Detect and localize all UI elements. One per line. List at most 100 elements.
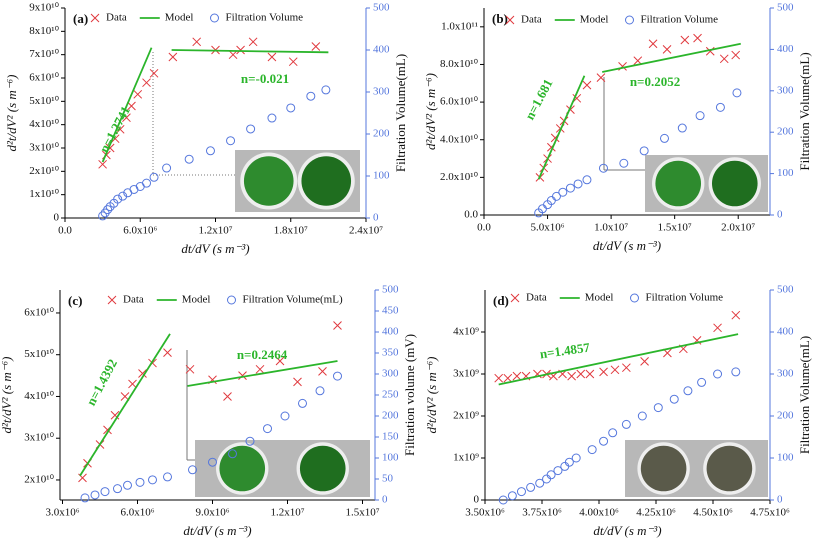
model-line xyxy=(101,47,153,163)
x-tick-label: 1.2x10⁷ xyxy=(198,225,232,237)
data-point xyxy=(163,348,172,357)
photo-sample xyxy=(219,445,266,492)
y-tick-label: 4x10¹⁰ xyxy=(29,118,59,130)
legend-label: Model xyxy=(182,294,211,306)
data-point xyxy=(333,321,342,330)
data-point xyxy=(293,377,302,387)
y2-tick-label: 100 xyxy=(777,167,794,179)
data-point xyxy=(576,369,586,379)
y-tick-label: 4x10¹⁰ xyxy=(24,390,54,402)
y-axis-label: d²t/dV² (s m⁻⁶) xyxy=(4,75,19,152)
data-point xyxy=(610,365,620,375)
legend-label: Model xyxy=(585,292,614,304)
x-tick-label: 5.0x10⁶ xyxy=(531,222,565,234)
x-axis-label: dt/dV (s m⁻³) xyxy=(593,523,661,538)
volume-point xyxy=(731,367,741,377)
volume-point xyxy=(298,398,307,408)
photo-sample xyxy=(711,160,758,207)
volume-point xyxy=(149,172,159,182)
data-point xyxy=(288,57,298,67)
volume-point xyxy=(267,113,277,123)
x-tick-label: 6.0x10⁶ xyxy=(120,507,154,519)
y-tick-label: 6x10¹⁰ xyxy=(24,306,54,318)
legend-swatch xyxy=(107,295,117,305)
volume-point xyxy=(564,457,574,467)
legend-swatch xyxy=(505,15,515,25)
y-tick-label: 2x10¹⁰ xyxy=(29,165,59,177)
x-axis-label: dt/dV (s m⁻³) xyxy=(183,523,251,538)
data-point xyxy=(168,52,178,62)
model-line xyxy=(498,333,739,386)
y2-tick-label: 400 xyxy=(382,326,399,338)
y2-tick-label: 400 xyxy=(777,326,794,338)
volume-point xyxy=(118,191,128,201)
data-point xyxy=(503,373,513,383)
data-point xyxy=(133,89,143,99)
volume-point xyxy=(113,484,122,494)
y-tick-label: 4x10⁹ xyxy=(453,326,479,338)
volume-point xyxy=(526,482,536,492)
y2-axis-label: Filtration volume (mV) xyxy=(402,334,417,456)
legend-swatch xyxy=(210,13,219,23)
y2-tick-label: 0 xyxy=(777,209,783,221)
legend-label: Filtration Volume xyxy=(226,12,304,24)
y-tick-label: 8x10¹⁰ xyxy=(29,25,59,37)
data-point xyxy=(192,37,202,47)
y2-tick-label: 0 xyxy=(382,494,388,506)
data-point xyxy=(122,113,131,123)
data-point xyxy=(238,371,247,380)
x-axis-label: dt/dV (s m⁻³) xyxy=(593,238,661,253)
volume-point xyxy=(621,419,631,429)
x-tick-label: 2.0x10⁷ xyxy=(721,222,755,234)
data-point xyxy=(223,392,232,401)
volume-point xyxy=(587,445,597,455)
annotation: n=1.2741 xyxy=(96,104,133,156)
volume-point xyxy=(599,436,609,446)
legend-swatch xyxy=(630,293,639,303)
y-tick-label: 2.0x10¹⁰ xyxy=(440,171,479,183)
panel-label: (d) xyxy=(493,293,509,308)
y-tick-label: 5x10¹⁰ xyxy=(24,348,54,360)
legend-label: Data xyxy=(521,14,542,26)
y2-tick-label: 100 xyxy=(777,452,794,464)
volume-point xyxy=(677,123,687,133)
volume-point xyxy=(582,175,592,185)
legend-label: Filtration Volume(mL) xyxy=(243,294,343,306)
y2-tick-label: 200 xyxy=(777,410,794,422)
volume-point xyxy=(228,449,237,459)
volume-point xyxy=(113,194,123,204)
volume-point xyxy=(573,179,583,189)
legend-swatch xyxy=(510,293,520,303)
data-point xyxy=(596,73,606,82)
data-point xyxy=(494,373,504,383)
photo-sample xyxy=(640,445,687,492)
x-tick-label: 6.0x10⁶ xyxy=(123,225,157,237)
data-point xyxy=(731,310,741,320)
annotation: n=1.4392 xyxy=(83,357,120,409)
x-tick-label: 4.25x10⁶ xyxy=(636,507,676,519)
volume-point xyxy=(619,158,629,168)
data-point xyxy=(142,78,151,88)
x-tick-label: 0.0 xyxy=(477,222,491,234)
model-line xyxy=(602,42,741,73)
y2-tick-label: 400 xyxy=(777,43,794,55)
volume-point xyxy=(80,493,90,503)
data-point xyxy=(110,134,120,144)
data-point xyxy=(149,68,159,78)
y2-tick-label: 500 xyxy=(777,2,794,14)
volume-point xyxy=(246,124,256,134)
x-tick-label: 0.0 xyxy=(58,225,72,237)
data-point xyxy=(693,33,702,43)
data-point xyxy=(622,363,631,373)
annotation: n=1.4857 xyxy=(539,339,591,361)
y2-tick-label: 350 xyxy=(382,347,399,359)
y-tick-label: 1.0x10¹¹ xyxy=(441,20,478,32)
volume-point xyxy=(565,183,575,193)
y2-tick-label: 450 xyxy=(382,305,399,317)
panel-label: (b) xyxy=(492,11,508,26)
y2-axis-label: Filtration Volume(mL) xyxy=(393,54,408,172)
volume-point xyxy=(637,411,647,421)
legend-label: Filtration Volume xyxy=(641,14,719,26)
data-point xyxy=(680,35,690,45)
volume-point xyxy=(546,470,556,480)
